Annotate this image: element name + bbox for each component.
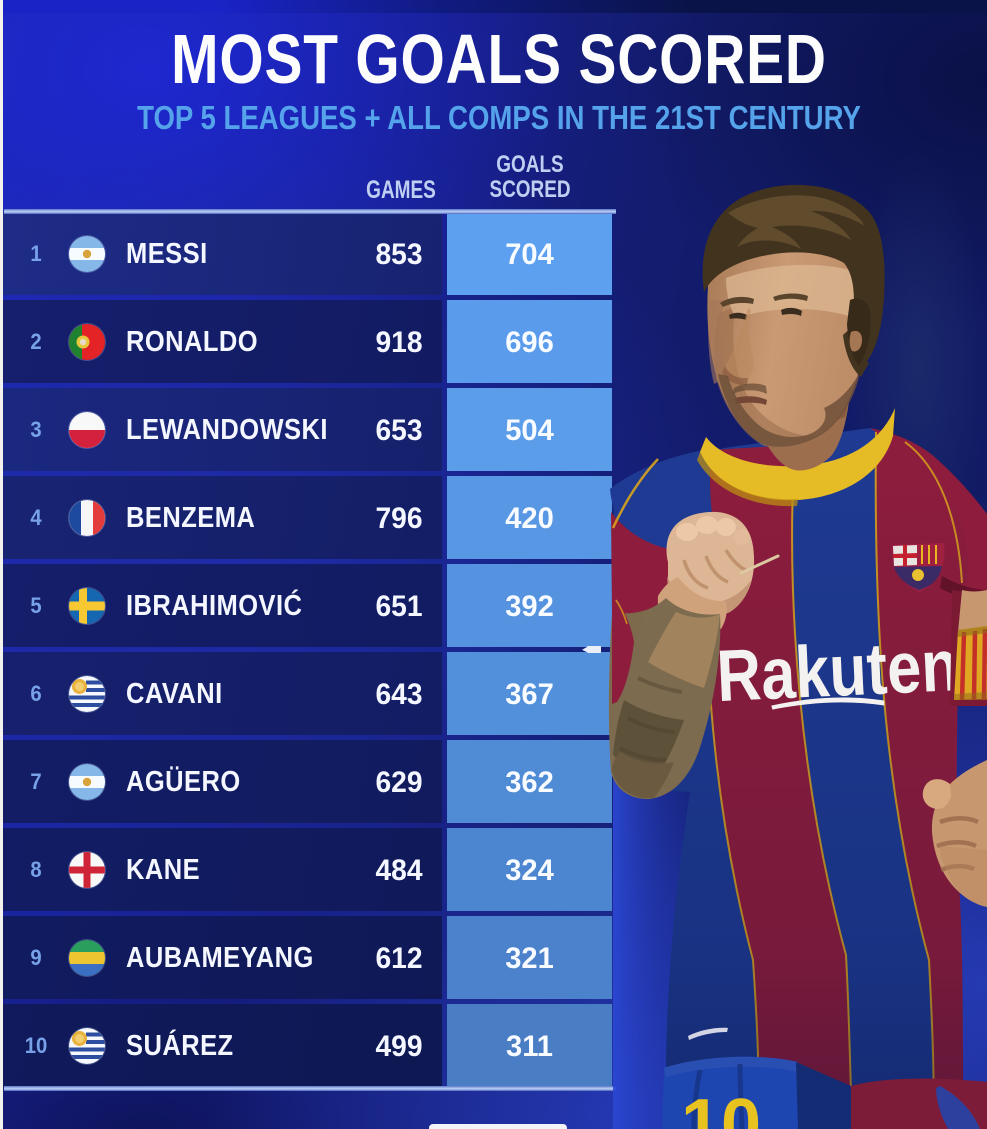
svg-text:Rakuten: Rakuten: [715, 625, 960, 717]
svg-text:10: 10: [681, 1085, 761, 1129]
